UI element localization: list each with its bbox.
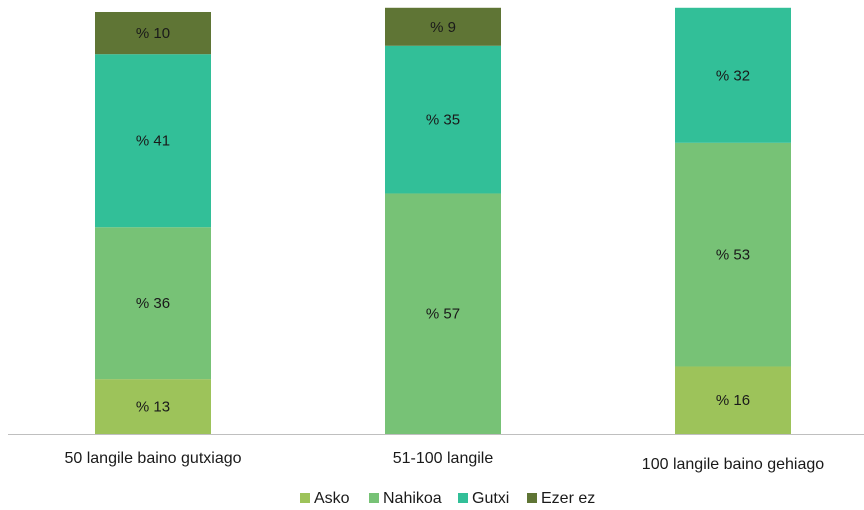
bar-segment-ezer-ez-1: [95, 12, 211, 55]
data-label: % 9: [430, 19, 456, 36]
legend-swatch: [300, 493, 310, 503]
data-label: % 53: [716, 247, 750, 264]
data-label: % 10: [136, 25, 170, 42]
bar-segment-asko-3: [675, 366, 791, 434]
bar-segment-nahikoa-1: [95, 227, 211, 380]
bars-group: % 13 % 36 % 41 % 10 % 57 % 35 % 9 % 16 % 53 % 32: [95, 7, 791, 434]
data-label: % 35: [426, 112, 460, 129]
legend-label: Ezer ez: [541, 490, 595, 507]
bar-segment-asko-1: [95, 379, 211, 434]
data-label: % 13: [136, 399, 170, 416]
data-label: % 16: [716, 392, 750, 409]
bar-segment-gutxi-2: [385, 45, 501, 194]
bar-segment-nahikoa-3: [675, 142, 791, 367]
bar-segment-nahikoa-2: [385, 193, 501, 434]
bar-segment-ezer-ez-2: [385, 7, 501, 46]
legend-swatch: [527, 493, 537, 503]
category-label: 50 langile baino gutxiago: [64, 450, 241, 467]
category-label: 100 langile baino gehiago: [642, 456, 824, 473]
data-label: % 32: [716, 67, 750, 84]
bar-segment-gutxi-1: [95, 54, 211, 228]
legend-label: Gutxi: [472, 490, 509, 507]
category-labels: 50 langile baino gutxiago 51-100 langile 1…: [64, 450, 824, 473]
category-label: 51-100 langile: [393, 450, 494, 467]
bar-segment-gutxi-3: [675, 7, 791, 143]
legend-swatch: [369, 493, 379, 503]
data-label: % 57: [426, 306, 460, 323]
legend-swatch: [458, 493, 468, 503]
legend-label: Nahikoa: [383, 490, 442, 507]
legend: Asko Nahikoa Gutxi Ezer ez: [300, 490, 595, 507]
data-label: % 36: [136, 295, 170, 312]
legend-label: Asko: [314, 490, 350, 507]
data-label: % 41: [136, 133, 170, 150]
